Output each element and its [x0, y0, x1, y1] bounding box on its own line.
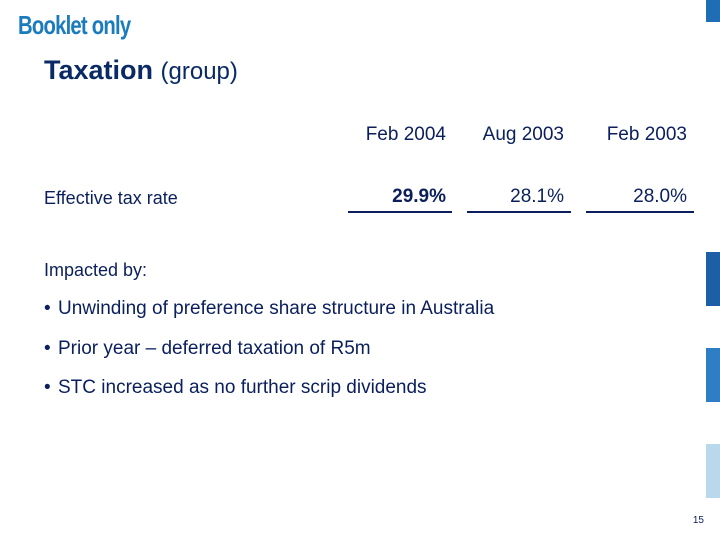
right-decor-bar — [706, 0, 720, 22]
right-decor-bar — [706, 444, 720, 498]
bullet-text: STC increased as no further scrip divide… — [58, 377, 427, 398]
bullet-item: • Prior year – deferred taxation of R5m — [44, 338, 371, 360]
booklet-only-label: Booklet only — [18, 10, 131, 40]
title-main: Taxation — [44, 55, 154, 85]
bullet-item: • Unwinding of preference share structure… — [44, 298, 494, 320]
bullet-dot-icon: • — [44, 298, 51, 319]
bullet-dot-icon: • — [44, 377, 51, 398]
bullet-text: Prior year – deferred taxation of R5m — [58, 338, 371, 359]
value-aug-2003: 28.1% — [510, 186, 564, 207]
underline-aug-2003 — [467, 211, 571, 213]
row-label-effective-tax-rate: Effective tax rate — [44, 188, 178, 208]
bullet-item: • STC increased as no further scrip divid… — [44, 377, 427, 399]
underline-feb-2003 — [586, 211, 694, 213]
col-header-aug-2003: Aug 2003 — [482, 124, 564, 145]
right-decor-bar — [706, 348, 720, 402]
right-decor-bar — [706, 252, 720, 306]
col-header-feb-2003: Feb 2003 — [606, 124, 687, 145]
impacted-by-heading: Impacted by: — [44, 260, 148, 280]
bullet-text: Unwinding of preference share structure … — [58, 298, 495, 319]
page-number: 15 — [692, 515, 704, 526]
page-title: Taxation (group) — [44, 55, 238, 86]
bullet-dot-icon: • — [44, 338, 51, 359]
title-sub: (group) — [160, 58, 238, 85]
col-header-feb-2004: Feb 2004 — [365, 124, 446, 145]
underline-feb-2004 — [348, 211, 452, 213]
value-feb-2004: 29.9% — [392, 186, 446, 207]
value-feb-2003: 28.0% — [633, 186, 687, 207]
